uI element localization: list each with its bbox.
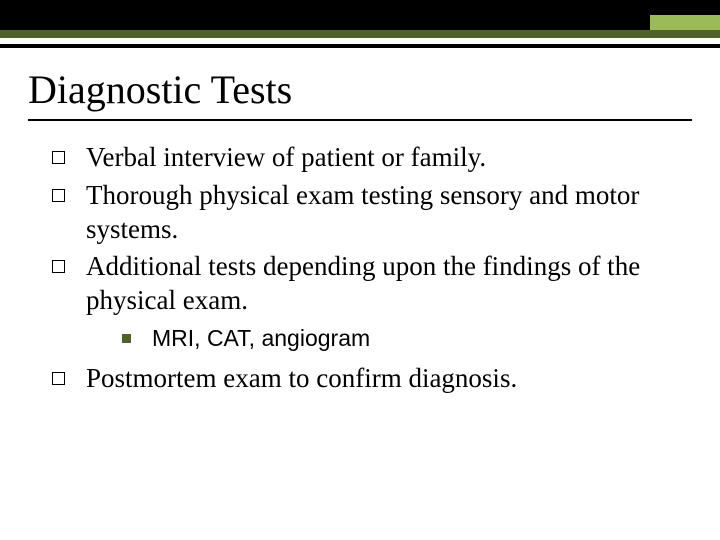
header-bar-dark-left (0, 0, 650, 30)
sub-bullet-list: MRI, CAT, angiogram (86, 324, 692, 354)
list-item-text: Thorough physical exam testing sensory a… (86, 180, 639, 244)
title-underline (28, 119, 692, 121)
sub-list-item: MRI, CAT, angiogram (122, 324, 692, 354)
sub-list-item-text: MRI, CAT, angiogram (152, 325, 370, 351)
list-item-text: Postmortem exam to confirm diagnosis. (86, 363, 517, 393)
slide-content: Diagnostic Tests Verbal interview of pat… (0, 48, 720, 395)
header-bar-dark (0, 0, 720, 30)
header-decoration (0, 0, 720, 48)
header-accent-bottom (650, 15, 720, 30)
header-bar-olive (0, 30, 720, 38)
list-item: Verbal interview of patient or family. (52, 141, 692, 175)
list-item: Postmortem exam to confirm diagnosis. (52, 362, 692, 396)
list-item: Thorough physical exam testing sensory a… (52, 179, 692, 247)
list-item-text: Verbal interview of patient or family. (86, 142, 486, 172)
header-accent-top (650, 0, 720, 15)
slide-title: Diagnostic Tests (28, 66, 692, 113)
header-bar-dark-right (650, 0, 720, 30)
list-item: Additional tests depending upon the find… (52, 250, 692, 353)
bullet-list: Verbal interview of patient or family. T… (28, 141, 692, 395)
list-item-text: Additional tests depending upon the find… (86, 251, 640, 315)
